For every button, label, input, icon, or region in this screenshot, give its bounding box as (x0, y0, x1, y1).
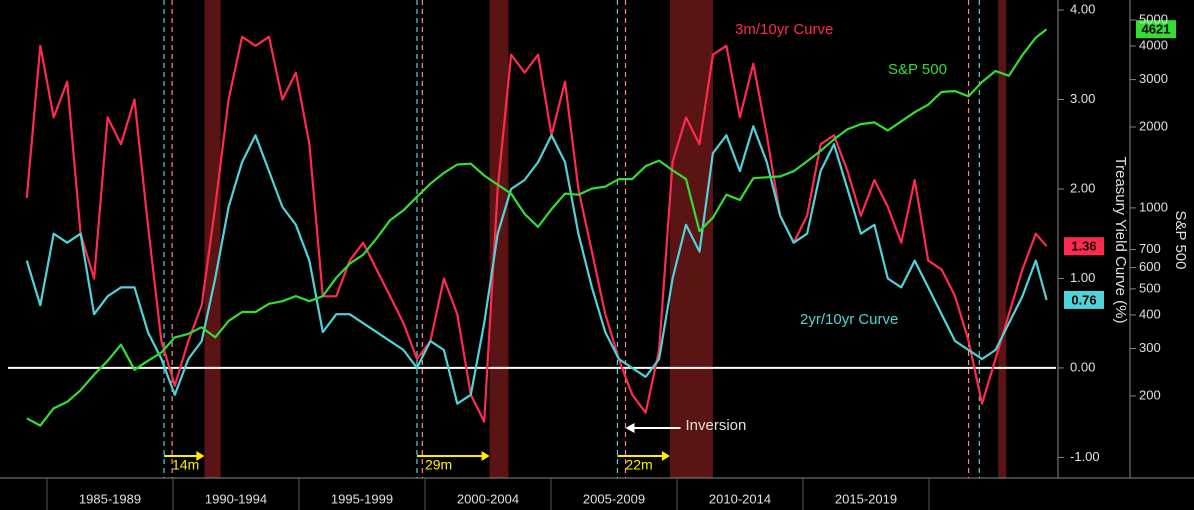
y2-tick-label: 3000 (1139, 71, 1168, 86)
annotation: Inversion (685, 417, 746, 434)
x-tick-label: 2015-2019 (835, 491, 897, 506)
y-tick-label: 1.00 (1070, 270, 1095, 285)
recession-band (998, 0, 1007, 478)
lead-time-label: 14m (172, 457, 199, 473)
lead-time-label: 29m (425, 457, 452, 473)
y2-tick-label: 500 (1139, 280, 1161, 295)
y2-tick-label: 700 (1139, 241, 1161, 256)
y-tick-label: 0.00 (1070, 359, 1095, 374)
last-value-badge (1064, 237, 1104, 256)
x-tick-label: 2010-2014 (709, 491, 771, 506)
series-label: 2yr/10yr Curve (800, 311, 898, 328)
y-axis-label: Treasury Yield Curve (%) (1112, 157, 1129, 324)
y-tick-label: 2.00 (1070, 180, 1095, 195)
y2-tick-label: 600 (1139, 259, 1161, 274)
last-value-label: 4621 (1142, 22, 1171, 37)
y-tick-label: 4.00 (1070, 1, 1095, 16)
x-tick-label: 1990-1994 (205, 491, 267, 506)
x-tick-label: 2000-2004 (457, 491, 519, 506)
y2-tick-label: 400 (1139, 306, 1161, 321)
y2-tick-label: 4000 (1139, 37, 1168, 52)
y-tick-label: -1.00 (1070, 449, 1100, 464)
series-line (25, 125, 1048, 405)
arrow-head (196, 451, 205, 461)
series-label: 3m/10yr Curve (735, 21, 833, 38)
y2-tick-label: 200 (1139, 387, 1161, 402)
x-tick-label: 1995-1999 (331, 491, 393, 506)
recession-band (669, 0, 713, 478)
y2-tick-label: 5000 (1139, 11, 1168, 26)
arrow-head (481, 451, 490, 461)
arrow-head (625, 423, 635, 433)
arrow-head (661, 451, 670, 461)
series-label: S&P 500 (888, 61, 947, 78)
last-value-label: 1.36 (1071, 239, 1096, 254)
y2-tick-label: 300 (1139, 340, 1161, 355)
lead-time-label: 22m (625, 457, 652, 473)
recession-band (204, 0, 221, 478)
x-tick-label: 2005-2009 (583, 491, 645, 506)
y2-tick-label: 2000 (1139, 118, 1168, 133)
series-line (25, 35, 1048, 423)
y-tick-label: 3.00 (1070, 91, 1095, 106)
last-value-label: 0.76 (1071, 292, 1096, 307)
recession-band (489, 0, 509, 478)
series-line (26, 28, 1048, 427)
x-tick-label: 1985-1989 (79, 491, 141, 506)
y2-axis-label: S&P 500 (1172, 211, 1189, 270)
y2-tick-label: 1000 (1139, 199, 1168, 214)
last-value-badge (1064, 290, 1104, 309)
last-value-badge (1136, 20, 1176, 39)
